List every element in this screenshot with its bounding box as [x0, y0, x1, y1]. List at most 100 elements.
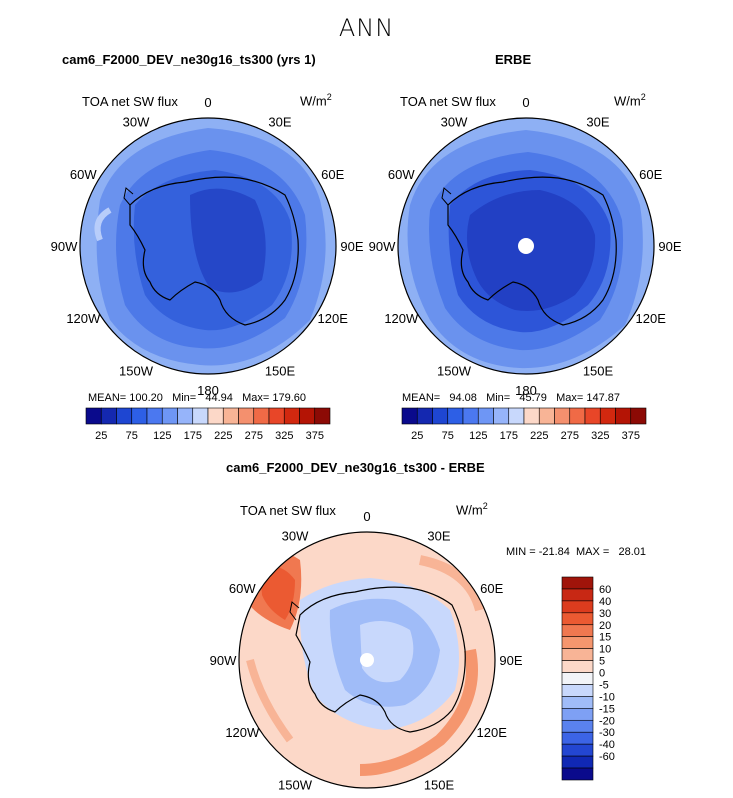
panel3-lon-label-90E: 90E — [499, 653, 522, 668]
panel3-colorbar-box — [561, 755, 594, 769]
panel2-colorbar-tick-label: 175 — [500, 430, 518, 442]
panel2-lon-label-150W: 150W — [437, 364, 472, 379]
panel1-colorbar-tick-label: 125 — [153, 430, 171, 442]
panel3-colorbar-tick-label: -30 — [599, 727, 615, 739]
panel3-colorbar-tick-label: 40 — [599, 596, 611, 608]
panel2-lon-label-120E: 120E — [636, 311, 667, 326]
panel2-lon-label-90E: 90E — [658, 239, 681, 254]
panel1-colorbar-box — [207, 407, 224, 425]
panel1-colorbar-box — [238, 407, 255, 425]
panel1-lon-label-30W: 30W — [123, 114, 150, 129]
panel3-colorbar-box — [561, 767, 594, 781]
panel3-colorbar-box — [561, 600, 594, 614]
panel1-polar-map — [80, 118, 336, 374]
panel3-stats: MIN = -21.84 MAX = 28.01 — [506, 546, 647, 558]
panel2-colorbar-tick-label: 325 — [591, 430, 609, 442]
panel2-lon-label-30W: 30W — [441, 114, 468, 129]
panel2-lon-label-30E: 30E — [586, 114, 609, 129]
panel1-colorbar-box — [85, 407, 102, 425]
panel3-lon-label-60E: 60E — [480, 581, 503, 596]
panel3-colorbar-box — [561, 588, 594, 602]
panel1-lon-label-120E: 120E — [318, 311, 349, 326]
panel3-colorbar-tick-label: -40 — [599, 739, 615, 751]
panel2-colorbar-tick-label: 275 — [561, 430, 579, 442]
panel1-colorbar-tick-label: 375 — [306, 430, 324, 442]
panel1-lon-label-90W: 90W — [51, 239, 78, 254]
panel3-colorbar-box — [561, 612, 594, 626]
panel2-colorbar-tick-label: 125 — [469, 430, 487, 442]
panel3-colorbar-tick-label: -60 — [599, 751, 615, 763]
panel3-lon-label-30W: 30W — [282, 528, 309, 543]
panel3-colorbar-tick-label: 10 — [599, 644, 611, 656]
panel2-units-label: W/m2 — [614, 92, 646, 109]
panel1-colorbar-box — [268, 407, 285, 425]
panel2-colorbar-box — [584, 407, 601, 425]
panel3-colorbar-box — [561, 684, 594, 697]
panel2-colorbar-tick-label: 225 — [530, 430, 548, 442]
panel3-colorbar-box — [561, 576, 594, 590]
panel3-title: cam6_F2000_DEV_ne30g16_ts300 - ERBE — [226, 460, 485, 475]
panel3-colorbar-box — [561, 719, 594, 733]
panel1-colorbar-tick-label: 325 — [275, 430, 293, 442]
panel2-colorbar-box — [493, 407, 510, 425]
panel3-colorbar-box — [561, 636, 594, 649]
panel1-colorbar-tick-label: 175 — [184, 430, 202, 442]
panel2-colorbar-tick-label: 375 — [622, 430, 640, 442]
panel2-colorbar-box — [401, 407, 418, 425]
panel3-lon-label-30E: 30E — [427, 528, 450, 543]
panel3-colorbar-box — [561, 624, 594, 638]
panel1-title: cam6_F2000_DEV_ne30g16_ts300 (yrs 1) — [62, 52, 316, 67]
panel1-lon-label-150E: 150E — [265, 364, 296, 379]
panel2-polar-map — [398, 118, 654, 374]
panel3-lon-label-60W: 60W — [229, 581, 256, 596]
panel1-colorbar-box — [253, 407, 270, 425]
panel1-variable-label: TOA net SW flux — [82, 94, 178, 109]
panel3-lon-label-120E: 120E — [477, 725, 508, 740]
panel1-colorbar-box — [100, 407, 117, 425]
panel3-colorbar-tick-label: 60 — [599, 584, 611, 596]
panel2-colorbar-box — [416, 407, 433, 425]
panel3-map-border — [238, 531, 496, 789]
panel2-lon-label-60W: 60W — [388, 167, 415, 182]
panel3-colorbar-tick-label: 0 — [599, 668, 605, 680]
panel1-colorbar-box — [146, 407, 163, 425]
panel1-colorbar-box — [192, 407, 209, 425]
panel1-map-border — [79, 117, 337, 375]
panel3-colorbar-tick-label: -15 — [599, 703, 615, 715]
panel2-colorbar-tick-label: 25 — [411, 430, 423, 442]
panel3-lon-label-0: 0 — [363, 509, 370, 524]
panel3-colorbar-box — [561, 708, 594, 721]
figure-title: ANN — [338, 14, 395, 42]
panel1-colorbar-box — [131, 407, 148, 425]
panel1-colorbar-box — [283, 407, 300, 425]
panel2-lon-label-150E: 150E — [583, 364, 614, 379]
panel2-colorbar-box — [508, 407, 525, 425]
panel1-colorbar-box — [299, 407, 316, 425]
panel3-colorbar-box — [561, 743, 594, 757]
panel1-lon-label-150W: 150W — [119, 364, 154, 379]
panel3-colorbar-box — [561, 731, 594, 745]
panel1-lon-label-120W: 120W — [66, 311, 101, 326]
panel1-lon-label-180: 180 — [197, 383, 219, 398]
panel1-lon-label-60E: 60E — [321, 167, 344, 182]
panel2-lon-label-60E: 60E — [639, 167, 662, 182]
panel3-colorbar-box — [561, 696, 594, 709]
panel2-lon-label-120W: 120W — [384, 311, 419, 326]
panel1-colorbar-tick-label: 25 — [95, 430, 107, 442]
panel3-colorbar-tick-label: 30 — [599, 608, 611, 620]
panel2-lon-label-90W: 90W — [369, 239, 396, 254]
panel2-colorbar-box — [432, 407, 449, 425]
panel2-colorbar-box — [523, 407, 540, 425]
panel1-colorbar-box — [116, 407, 133, 425]
panel1-lon-label-60W: 60W — [70, 167, 97, 182]
panel3-colorbar-tick-label: -10 — [599, 691, 615, 703]
panel2-title: ERBE — [495, 52, 532, 67]
panel3-colorbar-tick-label: 5 — [599, 656, 605, 668]
panel2-map-border — [397, 117, 655, 375]
panel2-stats: MEAN= 94.08 Min= 45.79 Max= 147.87 — [402, 392, 620, 404]
panel3-polar-map — [239, 532, 495, 788]
panel3-colorbar-tick-label: -5 — [599, 680, 609, 692]
panel2-colorbar-box — [599, 407, 616, 425]
panel1-colorbar-box — [222, 407, 239, 425]
